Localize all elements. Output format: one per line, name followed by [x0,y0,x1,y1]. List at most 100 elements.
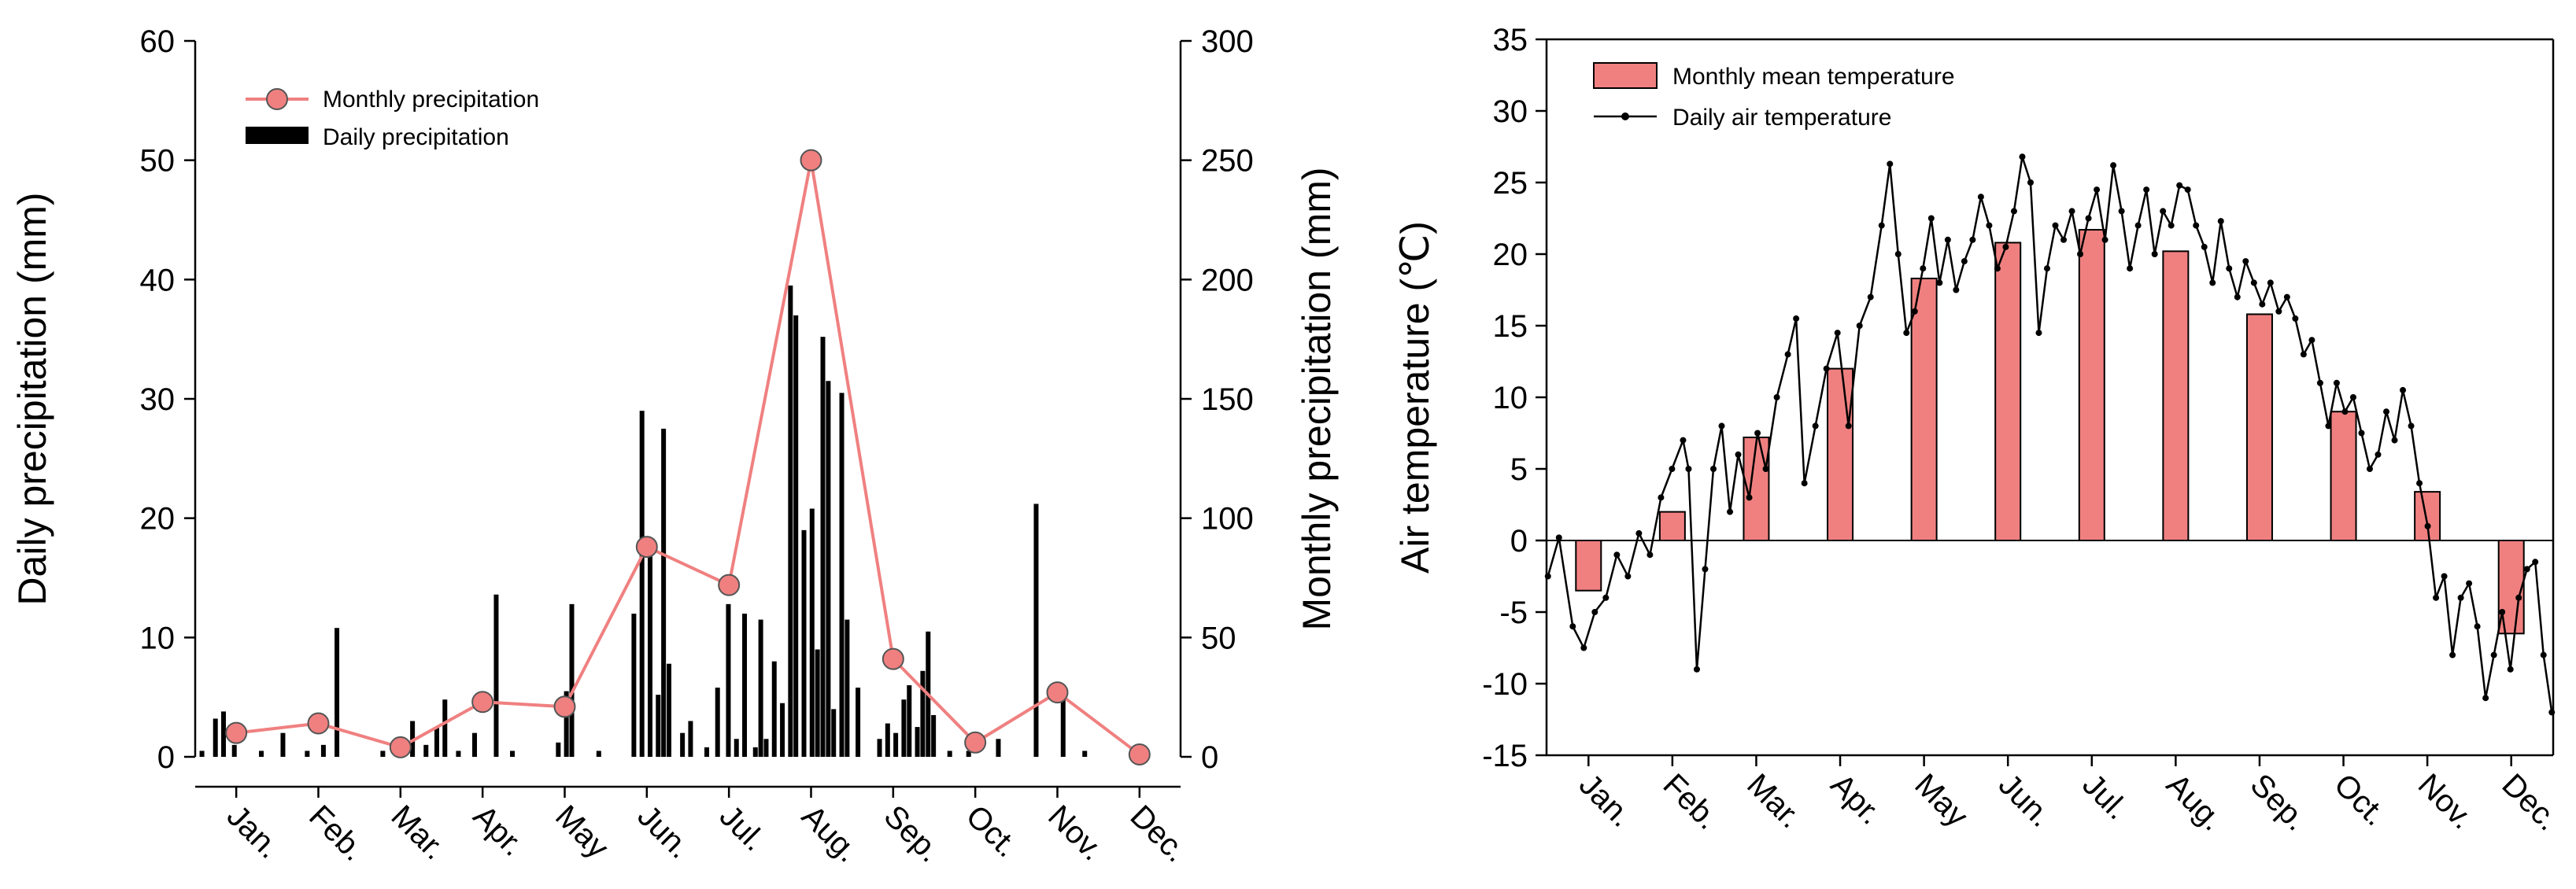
daily-precip-bar [434,727,439,757]
daily-temp-point [2391,437,2398,444]
daily-precip-bar [893,732,899,757]
daily-temp-point [1977,194,1984,201]
daily-precip-bar [510,751,516,757]
monthly-precip-marker [225,721,248,744]
daily-precip-bar [931,714,937,757]
right-y-tick-label: 250 [1201,144,1254,179]
daily-temp-point [1762,466,1769,472]
daily-temp-point [2383,408,2390,415]
monthly-precip-marker [307,712,330,735]
daily-precip-bar [809,508,815,757]
daily-precip-bar [826,381,831,757]
monthly-precip-marker [1046,681,1069,704]
daily-precip-bar [844,619,850,757]
daily-temp-point [1823,365,1830,372]
left-y-tick-label: 0 [157,740,175,775]
daily-temp-point [2127,265,2134,272]
temp-y-tick-label: 35 [1493,23,1528,57]
daily-precip-bar [280,732,286,757]
daily-temp-point [2068,208,2075,215]
daily-temp-point [2201,243,2208,250]
daily-temp-point [2300,351,2307,358]
daily-temp-point [2184,186,2191,194]
daily-precip-bar [221,711,227,757]
monthly-precip-marker [389,736,412,758]
daily-temp-point [2457,594,2464,601]
daily-precip-bar [556,742,561,757]
daily-temp-point [2134,222,2142,229]
daily-temp-point [2052,222,2059,229]
daily-temp-point [1602,594,1610,601]
daily-temp-point [1812,422,1819,430]
legend-daily-label: Daily precipitation [323,124,509,150]
daily-temp-point [1878,222,1885,229]
daily-precip-bar [661,428,667,757]
daily-temp-point [2532,559,2539,566]
daily-precip-bar [763,739,769,757]
monthly-temp-bar [2162,250,2190,541]
daily-temp-point [1580,644,1587,651]
daily-precip-bar [947,751,952,757]
daily-temp-point [2209,279,2216,286]
daily-precip-bar [726,603,731,757]
daily-temp-point [2234,293,2241,301]
daily-temp-point [1986,222,1993,229]
daily-temp-point [2176,182,2183,189]
daily-temp-point [1834,330,1841,337]
left-y-tick-label: 10 [140,621,176,655]
right-y-tick-label: 0 [1201,740,1218,775]
daily-precip-bar [656,695,661,757]
monthly-temp-bar [2414,491,2441,541]
daily-precip-bar [231,744,237,757]
daily-temp-point [1845,422,1852,430]
daily-precip-bar [996,739,1001,757]
daily-temp-point [2416,480,2423,487]
left-y-tick-label: 30 [140,382,176,417]
left-y-tick-label: 60 [140,24,176,59]
daily-temp-point [2358,430,2365,437]
daily-temp-point [1961,258,1968,265]
daily-temp-point [2482,695,2489,702]
daily-temp-point [1801,480,1808,487]
daily-temp-point [1994,265,2001,272]
monthly-temp-bar [1743,436,1770,542]
left-y-tick-label: 50 [140,144,176,179]
temp-y-tick-label: -10 [1482,667,1528,702]
daily-temp-point [1856,323,1863,329]
daily-precip-bar [493,594,499,757]
daily-temp-point [1735,451,1742,458]
daily-precip-bar [472,732,478,757]
daily-temp-point [2151,251,2158,257]
daily-temp-point [1754,430,1761,437]
daily-precip-bar [758,619,763,757]
daily-temp-point [1693,666,1700,673]
daily-temp-point [1658,494,1665,501]
monthly-temp-bar [1910,277,1938,541]
daily-precip-bar [856,688,861,757]
temp-y-tick-label: 25 [1493,166,1528,201]
daily-temp-point [2441,573,2448,580]
daily-temp-point [1702,566,1709,573]
monthly-precip-marker [471,691,494,714]
daily-precip-bar [815,649,820,757]
daily-precip-bar [915,727,920,757]
monthly-precip-marker [1128,743,1151,765]
legend-monthly-temp-swatch [1593,62,1658,89]
daily-temp-point [2499,609,2506,615]
monthly-temp-bar [2078,229,2105,541]
daily-temp-point [2507,666,2514,673]
daily-temp-point [1944,236,1951,243]
daily-temp-point [2010,208,2017,215]
temp-y-tick-label: -15 [1482,739,1528,773]
daily-temp-point [2168,222,2175,229]
daily-temp-point [2523,566,2530,573]
daily-temp-point [1635,529,1643,537]
daily-temp-point [1887,160,1894,168]
daily-precip-bar [877,739,882,757]
daily-temp-point [2027,179,2034,186]
daily-temp-point [1867,293,1874,301]
daily-temp-point [2143,186,2150,194]
daily-precip-bar [1060,697,1066,757]
daily-precip-bar [213,718,218,757]
daily-temp-point [2242,258,2249,265]
